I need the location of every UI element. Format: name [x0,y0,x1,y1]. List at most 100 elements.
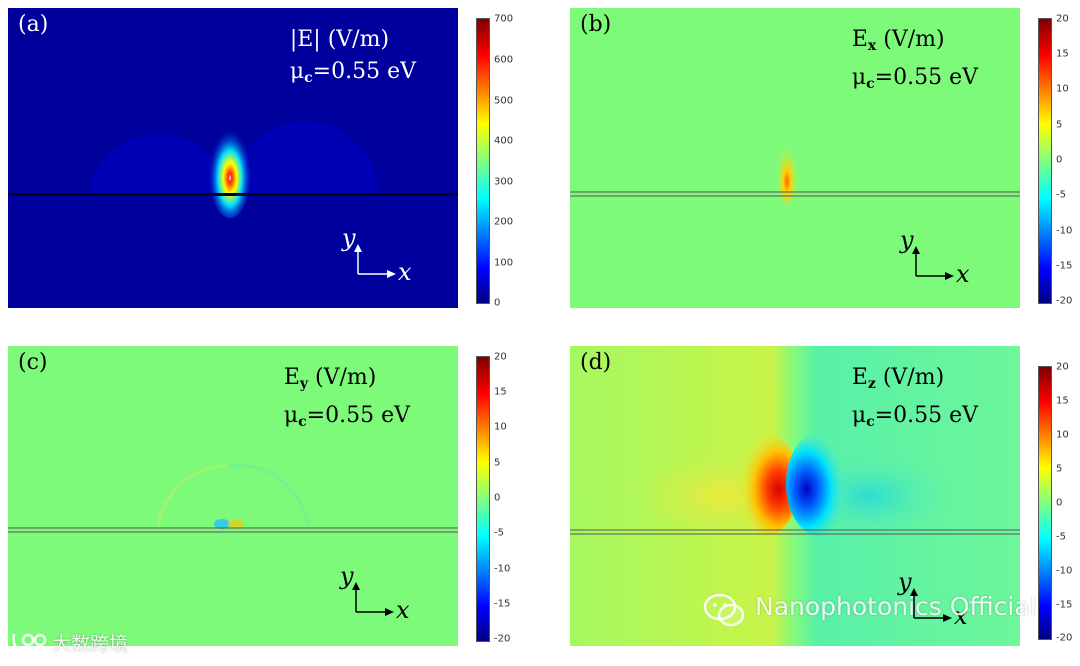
axis-y-label: y [898,568,912,596]
mu-symbol: μ [851,403,867,428]
colorbar-tick: 15 [1056,48,1069,60]
colorbar-tick: 0 [494,492,501,504]
mu-subscript: c [304,70,313,86]
panel-label: (c) [18,350,48,375]
axis-x-label: x [954,602,968,630]
negative-lobe [786,432,854,536]
axes-arrows-icon [912,246,954,280]
panel-a: (a) |E| (V/m) μc=0.55 eV y x [8,8,458,308]
mu-value: =0.55 eV [306,403,410,428]
field-title: Ex (V/m) μc=0.55 eV [852,24,978,100]
panel-c: (c) Ey (V/m) μc=0.55 eV y x [8,346,458,646]
mu-value: =0.55 eV [312,59,416,84]
mu-symbol: μ [289,59,305,84]
field-title: |E| (V/m) μc=0.55 eV [290,24,416,94]
axes-arrows-icon [352,582,394,616]
title-subscript: y [299,376,309,392]
mu-value: =0.55 eV [874,65,978,90]
axis-x-label: x [956,260,970,288]
colorbar-tick: 0 [494,297,501,309]
colorbar-tick: 700 [494,13,514,25]
panel-b: (b) Ex (V/m) μc=0.55 eV y x [570,8,1020,308]
colorbar-tick: -20 [494,633,511,645]
watermark: Nanophotonics Official [700,590,1060,630]
title-subscript: z [867,376,876,392]
watermark-text: Nanophotonics Official [755,592,1037,621]
colorbar-tick: -10 [1056,225,1073,237]
title-text: |E| (V/m) [289,27,390,52]
title-text: E [283,365,300,390]
hotspot [775,128,799,204]
axes-indicator: y x [898,226,978,296]
colorbar-tick: 15 [1056,395,1069,407]
colorbar-gradient [1038,18,1052,304]
corner-logo: 大数跨境 [10,628,150,656]
colorbar-tick: 5 [494,457,501,469]
graphene-layer [8,193,458,196]
panel-label: (d) [580,350,612,375]
colorbar-tick: -5 [1056,189,1066,201]
colorbar-tick: 20 [1056,13,1069,25]
colorbar-tick: 500 [494,95,514,107]
title-subscript: x [867,38,877,54]
panel-d: (d) Ez (V/m) μc=0.55 eV y x [570,346,1020,646]
colorbar-tick: 10 [1056,429,1069,441]
colorbar-tick: -15 [494,598,511,610]
axes-arrows-icon [354,244,396,278]
title-unit: (V/m) [308,365,377,390]
colorbar-tick: -20 [1056,295,1073,307]
axes-indicator: y x [338,562,418,632]
colorbar-tick: 20 [1056,361,1069,373]
colorbar-tick: 0 [1056,154,1063,166]
colorbar-tick: 20 [494,351,507,363]
field-title: Ey (V/m) μc=0.55 eV [284,362,410,438]
wechat-icon [703,593,745,627]
title-unit: (V/m) [875,365,945,390]
axes-indicator: y x [896,568,976,638]
title-text: E [851,27,868,52]
lobe-left [88,133,230,194]
mu-symbol: μ [851,65,867,90]
colorbar-gradient [476,356,490,642]
colorbar-tick: -10 [1056,565,1073,577]
colorbar-tick: -20 [1056,632,1073,644]
axis-x-label: x [398,258,412,286]
colorbar-tick: 15 [494,386,507,398]
axes-indicator: y x [340,224,420,294]
colorbar-gradient [1038,366,1052,640]
mu-subscript: c [298,414,307,430]
field-map-b [570,8,1020,308]
field-map-a [8,8,458,308]
colorbar-tick: -15 [1056,599,1073,611]
lobe-right [232,121,378,194]
mu-value: =0.55 eV [874,403,978,428]
colorbar-tick: 600 [494,54,514,66]
colorbar-tick: -10 [494,563,511,575]
mu-subscript: c [866,414,875,430]
colorbar-tick: -5 [494,527,504,539]
colorbar-tick: 100 [494,257,514,269]
hotspot [208,118,252,218]
axes-arrows-icon [910,588,952,622]
brand-logo-icon [12,633,47,651]
title-text: E [851,365,868,390]
colorbar-tick: 10 [1056,83,1069,95]
colorbar-tick: 10 [494,421,507,433]
colorbar-b: 20 15 10 5 0 -5 -10 -15 -20 [1036,14,1080,318]
field-map-d [570,346,1020,646]
axis-x-label: x [396,596,410,624]
corner-logo-text: 大数跨境 [52,633,129,655]
field-title: Ez (V/m) μc=0.55 eV [852,362,978,438]
colorbar-tick: 200 [494,216,514,228]
colorbar-tick: 300 [494,176,514,188]
panel-label: (b) [580,12,612,37]
field-map-c [8,346,458,646]
colorbar-tick: -15 [1056,260,1073,272]
colorbar-tick: 0 [1056,497,1063,509]
positive-lobe [731,432,799,536]
axis-y-label: y [340,562,354,590]
mu-symbol: μ [283,403,299,428]
axis-y-label: y [342,224,356,252]
colorbar-tick: 400 [494,135,514,147]
colorbar-c: 20 15 10 5 0 -5 -10 -15 -20 [474,352,538,656]
